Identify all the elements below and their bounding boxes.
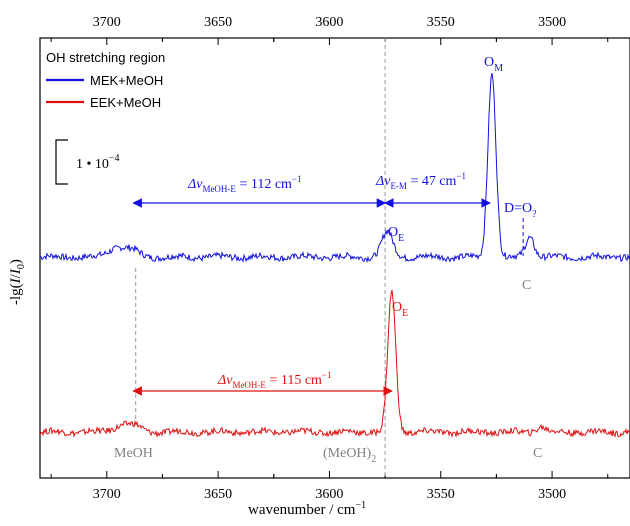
legend-entry-eek-meoh: EEK+MeOH <box>90 95 161 110</box>
reference-lines <box>135 38 524 478</box>
svg-text:wavenumber / cm−1: wavenumber / cm−1 <box>248 500 366 518</box>
x-tick-label-bottom: 3500 <box>538 487 566 502</box>
svg-text:(MeOH)2: (MeOH)2 <box>323 446 376 465</box>
peak-label-oe-blue: O <box>388 225 398 240</box>
peak-label-oe-red: O <box>392 300 402 315</box>
delta-label-2-symbol: Δν <box>375 174 391 189</box>
label-c-lower: C <box>533 446 542 461</box>
x-tick-label-bottom: 3600 <box>315 487 343 502</box>
label-meoh2-sub: 2 <box>371 454 376 465</box>
label-c-upper: C <box>522 278 531 293</box>
x-tick-label-bottom: 3700 <box>93 487 121 502</box>
svg-text:ΔνE-M = 47 cm−1: ΔνE-M = 47 cm−1 <box>375 171 466 191</box>
delta-label-2-sub: E-M <box>390 181 407 191</box>
series-line-mek-meoh <box>39 72 630 264</box>
svg-text:ΔνMeOH-E = 112 cm−1: ΔνMeOH-E = 112 cm−1 <box>187 174 302 194</box>
scale-bar-exponent: −4 <box>109 153 120 164</box>
delta-label-3-value: = 115 cm <box>266 373 322 388</box>
x-tick-label-bottom: 3650 <box>204 487 232 502</box>
y-axis-title: -lg(I/I0) <box>8 259 27 305</box>
delta-label-3-symbol: Δν <box>217 373 233 388</box>
series-line-eek-meoh <box>39 289 630 438</box>
x-tick-label-top: 3500 <box>538 15 566 30</box>
x-tick-label-top: 3550 <box>427 15 455 30</box>
delta-label-1-unit-exp: −1 <box>292 174 302 184</box>
x-tick-label-bottom: 3550 <box>427 487 455 502</box>
svg-text:ΔνMeOH-E = 115 cm−1: ΔνMeOH-E = 115 cm−1 <box>217 370 332 390</box>
svg-text:OM: OM <box>484 55 503 74</box>
delta-label-1-value: = 112 cm <box>236 177 292 192</box>
scale-bar: 1 • 10−4 <box>55 139 120 185</box>
peak-label-oe-red-sub: E <box>402 308 408 319</box>
peak-label-om: O <box>484 55 494 70</box>
delta-label-3-sub: MeOH-E <box>232 380 266 390</box>
plot-frame <box>39 37 630 479</box>
x-tick-label-top: 3700 <box>93 15 121 30</box>
svg-text:OE: OE <box>388 225 404 244</box>
x-tick-label-top: 3600 <box>315 15 343 30</box>
label-meoh: MeOH <box>114 446 153 461</box>
peak-label-om-sub: M <box>494 63 503 74</box>
legend-entry-mek-meoh: MEK+MeOH <box>90 73 163 88</box>
label-meoh2: (MeOH) <box>323 446 372 461</box>
svg-text:OE: OE <box>392 300 408 319</box>
peak-label-d-o: D=O <box>504 201 532 216</box>
x-ticks: 3700 3700 3650 3650 3600 3600 3550 3550 3500 3500 <box>50 15 609 502</box>
scale-bar-label: 1 • 10 <box>76 157 109 172</box>
svg-text:D=O?: D=O? <box>504 201 537 220</box>
delta-label-1-symbol: Δν <box>187 177 203 192</box>
peak-label-d-o-sub: ? <box>532 209 537 220</box>
delta-label-3-unit-exp: −1 <box>322 370 332 380</box>
svg-text:1 • 10−4: 1 • 10−4 <box>76 153 120 172</box>
x-axis-title: wavenumber / cm <box>248 502 356 518</box>
peak-label-oe-blue-sub: E <box>398 233 404 244</box>
delta-label-2-value: = 47 cm <box>407 174 457 189</box>
legend-title: OH stretching region <box>46 50 165 65</box>
delta-label-1-sub: MeOH-E <box>202 184 236 194</box>
legend: OH stretching region MEK+MeOH EEK+MeOH <box>46 50 165 110</box>
x-axis-title-exp: −1 <box>355 500 366 511</box>
delta-label-2-unit-exp: −1 <box>456 171 466 181</box>
x-tick-label-top: 3650 <box>204 15 232 30</box>
